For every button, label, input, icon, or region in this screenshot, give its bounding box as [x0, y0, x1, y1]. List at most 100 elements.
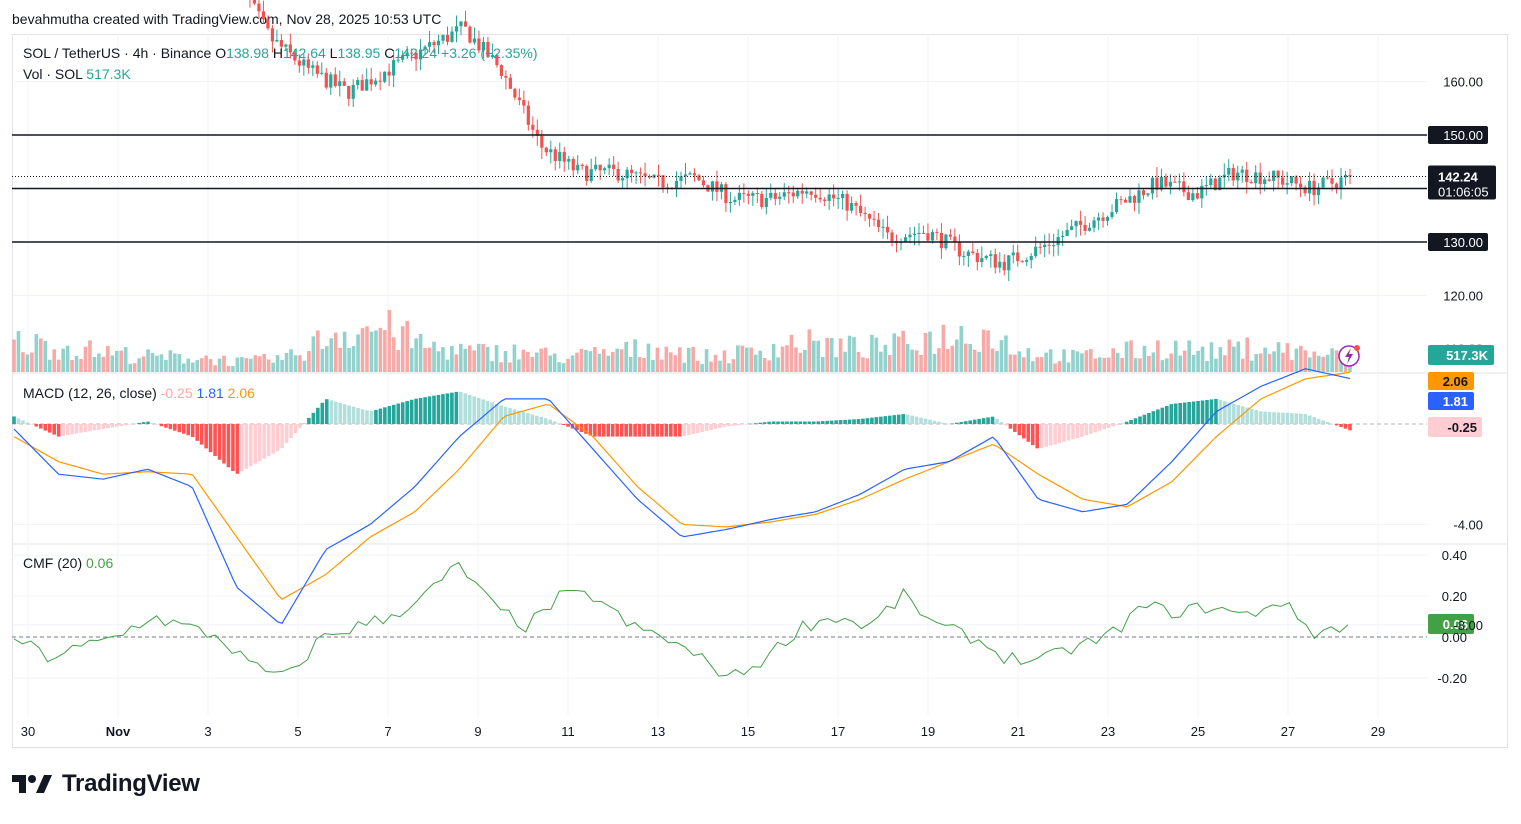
candle-body [715, 181, 719, 192]
macd-histogram-bar [874, 417, 879, 424]
candle-body [760, 193, 764, 208]
macd-histogram-bar [441, 394, 445, 424]
candle-body [571, 158, 575, 171]
candle-body [1339, 177, 1343, 189]
macd-histogram-bar [1249, 408, 1254, 424]
macd-histogram-bar [1245, 407, 1250, 424]
volume-bar [1030, 361, 1035, 372]
volume-bar [767, 360, 771, 372]
macd-histogram-bar [1129, 420, 1133, 424]
volume-bar [1223, 355, 1227, 372]
macd-histogram-bar [244, 424, 249, 469]
candlesticks [249, 0, 1352, 282]
volume-bar [1236, 341, 1241, 372]
volume-bar [691, 346, 695, 372]
candle-body [320, 72, 324, 74]
time-axis-label: 9 [474, 724, 481, 739]
tradingview-logo[interactable]: TradingView [12, 770, 200, 798]
candle-body [513, 88, 517, 98]
volume-bar [1156, 340, 1160, 372]
volume-bar [798, 352, 803, 372]
macd-histogram-bar [208, 424, 213, 453]
macd-histogram-bar [56, 424, 61, 437]
volume-bar [324, 346, 329, 372]
volume-bar [106, 345, 110, 372]
volume-bar [186, 358, 191, 372]
macd-histogram-bar [92, 424, 97, 431]
volume-bar [1169, 353, 1174, 372]
candle-body [1290, 176, 1294, 184]
candle-body [418, 49, 423, 60]
macd-histogram-bar [280, 424, 284, 449]
macd-histogram-bar [1307, 415, 1312, 424]
signal-badge [1428, 372, 1474, 390]
volume-bar [231, 366, 235, 372]
volume-bar [789, 334, 794, 372]
volume-bar [1075, 351, 1080, 372]
macd-histogram-bar [1124, 421, 1129, 424]
volume-bar [1285, 343, 1290, 372]
macd-histogram-bar [575, 424, 579, 431]
cmf-tick-label: -0.20 [1437, 671, 1467, 686]
macd-line [13, 368, 1351, 625]
macd-histogram-bar [177, 424, 182, 433]
candle-body [369, 79, 373, 85]
candle-body [383, 71, 387, 82]
macd-histogram-bar [914, 416, 919, 424]
volume-bar [1209, 342, 1214, 372]
volume-bar [816, 340, 821, 372]
macd-histogram-bar [128, 424, 132, 425]
volume-bar [92, 356, 97, 372]
volume-bar [812, 340, 816, 372]
volume-bar [905, 343, 910, 372]
macd-histogram-bar [946, 423, 950, 425]
macd-histogram-bar [347, 405, 351, 424]
macd-histogram-bar [1106, 424, 1111, 428]
macd-histogram-bar [829, 420, 834, 424]
volume-bar [1254, 354, 1258, 372]
volume-bar [615, 348, 620, 372]
macd-histogram-bar [226, 424, 231, 468]
volume-bar [146, 349, 150, 372]
volume-bar [575, 352, 579, 372]
macd-histogram-bar [561, 424, 566, 425]
macd-histogram-bar [1339, 424, 1343, 428]
time-axis-label: 23 [1101, 724, 1115, 739]
volume-bar [1227, 339, 1232, 372]
macd-histogram-bar [1321, 420, 1325, 424]
macd-histogram-bar [521, 411, 526, 424]
candle-body [1137, 190, 1141, 203]
volume-bar [758, 350, 762, 372]
macd-histogram-bar [459, 391, 463, 424]
volume-bar [43, 340, 48, 372]
macd-histogram-bar [852, 419, 856, 424]
candle-body [414, 52, 418, 60]
candle-body [984, 256, 988, 259]
macd-histogram-bar [767, 421, 771, 424]
candle-body [921, 232, 926, 234]
time-axis-label: 25 [1191, 724, 1205, 739]
volume-badge-label: 517.3K [1446, 348, 1489, 363]
volume-bar [378, 327, 383, 372]
candle-body [1020, 261, 1024, 263]
macd-histogram-bar [25, 422, 30, 424]
candle-body [1096, 217, 1101, 221]
volume-bar [1102, 357, 1107, 372]
macd-histogram-bar [727, 424, 731, 427]
volume-bar [235, 357, 240, 372]
candle-body [374, 80, 378, 85]
candle-body [818, 197, 822, 200]
volume-bar [981, 329, 986, 372]
candle-body [764, 197, 768, 208]
macd-histogram-bar [450, 392, 454, 424]
volume-bar [1111, 348, 1115, 372]
volume-bar [669, 352, 673, 372]
volume-bar [552, 353, 557, 372]
macd-histogram-bar [807, 421, 812, 424]
volume-bar [168, 350, 173, 372]
candle-body [845, 193, 849, 211]
volume-bar [1187, 340, 1191, 372]
macd-histogram-bar [365, 410, 369, 424]
macd-tick-label: -8.00 [1453, 618, 1483, 633]
